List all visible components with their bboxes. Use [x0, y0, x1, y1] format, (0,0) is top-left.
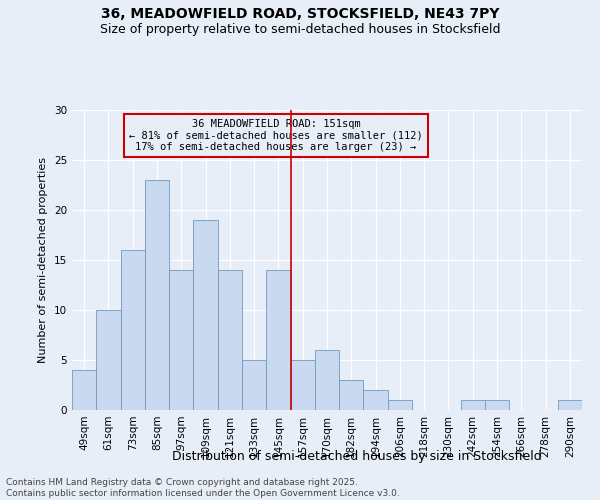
Bar: [169, 270, 193, 410]
Text: Contains HM Land Registry data © Crown copyright and database right 2025.
Contai: Contains HM Land Registry data © Crown c…: [6, 478, 400, 498]
Bar: [485, 400, 509, 410]
Bar: [218, 270, 242, 410]
Bar: [315, 350, 339, 410]
Bar: [145, 180, 169, 410]
Bar: [121, 250, 145, 410]
Text: 36, MEADOWFIELD ROAD, STOCKSFIELD, NE43 7PY: 36, MEADOWFIELD ROAD, STOCKSFIELD, NE43 …: [101, 8, 499, 22]
Bar: [72, 370, 96, 410]
Bar: [266, 270, 290, 410]
Bar: [290, 360, 315, 410]
Text: Distribution of semi-detached houses by size in Stocksfield: Distribution of semi-detached houses by …: [172, 450, 542, 463]
Y-axis label: Number of semi-detached properties: Number of semi-detached properties: [38, 157, 49, 363]
Bar: [461, 400, 485, 410]
Bar: [388, 400, 412, 410]
Bar: [242, 360, 266, 410]
Bar: [339, 380, 364, 410]
Bar: [193, 220, 218, 410]
Bar: [558, 400, 582, 410]
Text: Size of property relative to semi-detached houses in Stocksfield: Size of property relative to semi-detach…: [100, 22, 500, 36]
Bar: [364, 390, 388, 410]
Text: 36 MEADOWFIELD ROAD: 151sqm
← 81% of semi-detached houses are smaller (112)
17% : 36 MEADOWFIELD ROAD: 151sqm ← 81% of sem…: [129, 119, 423, 152]
Bar: [96, 310, 121, 410]
